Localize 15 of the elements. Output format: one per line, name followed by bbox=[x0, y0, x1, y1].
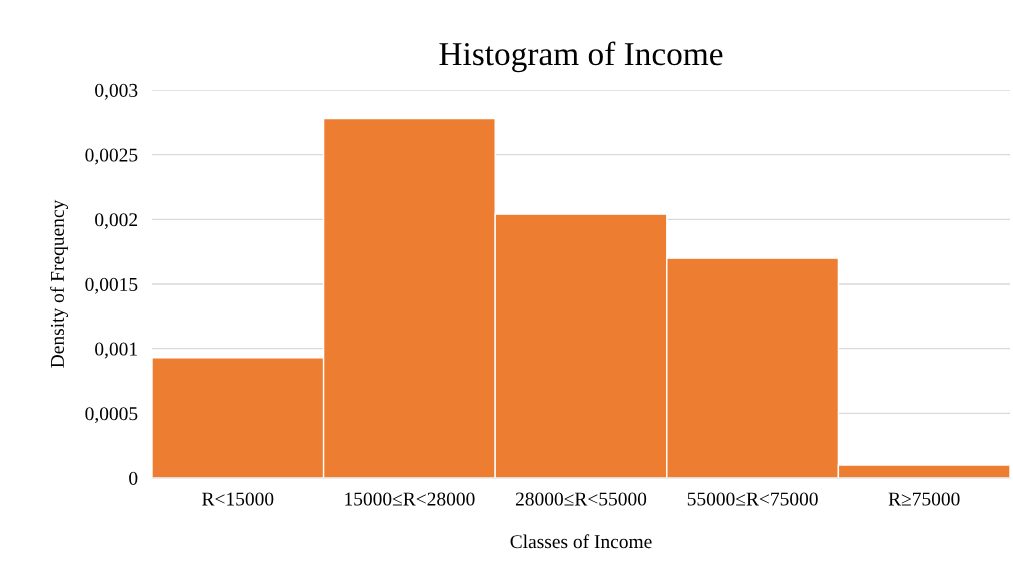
x-tick-label: 15000≤R<28000 bbox=[345, 492, 475, 506]
x-tick-label: R<15000 bbox=[202, 492, 274, 506]
x-tick-label: 55000≤R<75000 bbox=[687, 492, 818, 506]
x-tick-label: 28000≤R<55000 bbox=[515, 492, 647, 506]
chart-title: Histogram of Income bbox=[439, 41, 723, 73]
y-tick-label: 0,002 bbox=[95, 213, 138, 230]
x-axis-title: Classes of Income bbox=[510, 534, 652, 549]
y-tick-label: 0,0025 bbox=[85, 148, 138, 165]
x-tick-label: R≥75000 bbox=[888, 492, 960, 506]
y-tick-label: 0,003 bbox=[95, 83, 138, 100]
y-tick-label: 0,0005 bbox=[85, 407, 138, 424]
y-tick-label: 0 bbox=[129, 471, 138, 485]
y-tick-label: 0,0015 bbox=[85, 277, 138, 294]
y-tick-label: 0,001 bbox=[95, 342, 137, 359]
y-axis-title: Density of Frequency bbox=[50, 199, 68, 368]
